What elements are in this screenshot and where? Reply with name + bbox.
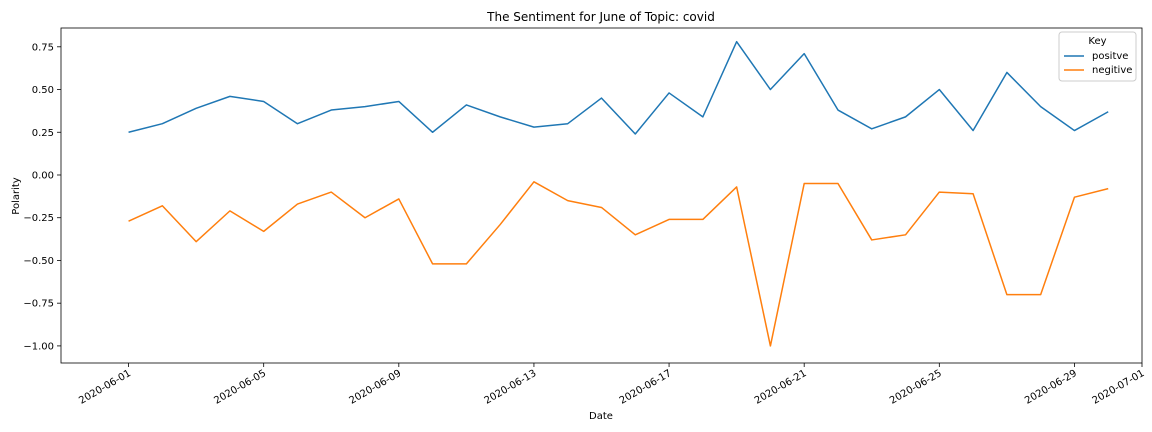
data-point-positve [398,100,400,102]
legend: Key positve negitive [1058,31,1137,82]
data-point-positve [128,131,130,133]
data-point-negitive [601,206,603,208]
data-point-positve [905,116,907,118]
data-point-negitive [161,205,163,207]
data-point-negitive [229,210,231,212]
data-point-positve [229,95,231,97]
x-tick-label: 2020-07-01 [1091,368,1147,407]
data-point-positve [1107,111,1109,113]
plot-area [128,40,1109,347]
data-point-negitive [736,186,738,188]
data-point-negitive [296,203,298,205]
data-point-positve [330,109,332,111]
data-point-positve [432,131,434,133]
x-tick-label: 2020-06-13 [483,368,539,407]
data-point-negitive [432,263,434,265]
data-point-positve [938,89,940,91]
series-line-negitive [128,181,1109,347]
data-point-positve [1006,71,1008,73]
data-point-negitive [263,230,265,232]
data-point-negitive [128,220,130,222]
y-tick-label: −0.25 [23,213,54,224]
data-point-positve [364,106,366,108]
plot-frame [60,27,1143,364]
data-point-positve [736,41,738,43]
x-tick-label: 2020-06-29 [1023,368,1079,407]
y-tick-label: 0.25 [32,128,54,139]
x-tick-label: 2020-06-17 [618,368,674,407]
data-point-positve [1073,130,1075,132]
y-tick-label: 0.00 [32,170,54,181]
data-point-positve [803,53,805,55]
data-point-negitive [1040,294,1042,296]
data-point-positve [702,116,704,118]
y-tick-label: −0.75 [23,299,54,310]
data-point-negitive [938,191,940,193]
data-point-positve [195,107,197,109]
data-point-negitive [1073,196,1075,198]
data-point-positve [263,100,265,102]
y-tick-label: −1.00 [23,341,54,352]
data-point-negitive [837,183,839,185]
data-point-negitive [1006,294,1008,296]
data-point-positve [601,97,603,99]
data-point-positve [533,126,535,128]
data-point-positve [567,123,569,125]
data-point-negitive [330,191,332,193]
data-point-positve [769,89,771,91]
x-tick-label: 2020-06-21 [753,368,809,407]
data-point-negitive [634,234,636,236]
legend-box [1058,31,1137,82]
x-tick-label: 2020-06-09 [347,368,403,407]
data-point-positve [465,104,467,106]
legend-label-negitive: negitive [1092,65,1132,76]
data-point-negitive [398,198,400,200]
data-point-positve [499,116,501,118]
data-point-negitive [702,218,704,220]
chart-title: The Sentiment for June of Topic: covid [486,10,715,24]
y-axis-label: Polarity [11,177,22,215]
y-tick-label: 0.50 [32,85,54,96]
data-point-negitive [905,234,907,236]
data-point-positve [296,123,298,125]
x-axis-label: Date [589,411,613,422]
x-tick-label: 2020-06-25 [888,368,944,407]
data-point-negitive [803,183,805,185]
data-point-positve [871,128,873,130]
x-tick-label: 2020-06-05 [212,368,268,407]
legend-title: Key [1088,36,1106,47]
data-point-negitive [567,200,569,202]
data-point-negitive [1107,188,1109,190]
data-point-positve [161,123,163,125]
data-point-positve [668,92,670,94]
series-line-positve [128,40,1109,135]
y-tick-label: 0.75 [32,42,54,53]
data-point-positve [634,133,636,135]
x-tick-label: 2020-06-01 [77,368,133,407]
data-point-negitive [668,218,670,220]
data-point-negitive [499,224,501,226]
y-tick-label: −0.50 [23,256,54,267]
data-point-negitive [972,193,974,195]
legend-label-positve: positve [1092,51,1128,62]
data-point-negitive [195,241,197,243]
data-point-negitive [871,239,873,241]
data-point-positve [1040,106,1042,108]
data-point-positve [837,109,839,111]
data-point-negitive [364,217,366,219]
data-point-negitive [465,263,467,265]
data-point-positve [972,130,974,132]
data-point-negitive [533,181,535,183]
data-point-negitive [769,345,771,347]
